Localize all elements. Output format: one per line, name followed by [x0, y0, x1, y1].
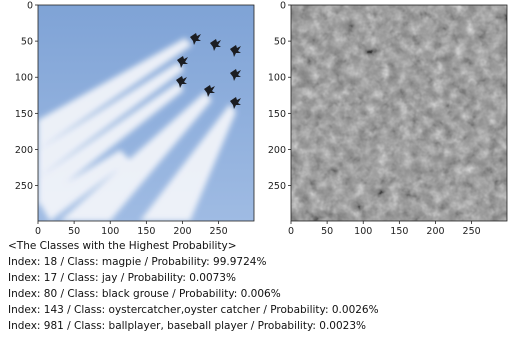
x-tick-label: 0 — [35, 226, 41, 237]
x-tick-label: 100 — [101, 226, 119, 237]
y-tick-label: 0 — [27, 1, 33, 12]
results-heading: <The Classes with the Highest Probabilit… — [8, 240, 237, 252]
y-tick-label: 200 — [268, 145, 286, 156]
x-tick-label: 200 — [173, 226, 191, 237]
y-tick-label: 250 — [268, 181, 286, 192]
y-tick-label: 0 — [280, 1, 286, 12]
y-tick-label: 50 — [274, 37, 286, 48]
result-line: Index: 18 / Class: magpie / Probability:… — [8, 256, 266, 268]
x-tick-label: 50 — [68, 226, 80, 237]
figure: 0 50 100 150 200 250 0 50 100 150 200 250 0 50 100 150 2… — [0, 0, 511, 343]
x-tick-label: 0 — [288, 226, 294, 237]
y-tick-label: 50 — [21, 37, 33, 48]
y-tick-label: 100 — [268, 73, 286, 84]
result-line: Index: 981 / Class: ballplayer, baseball… — [8, 320, 366, 332]
x-tick-label: 50 — [321, 226, 333, 237]
x-tick-label: 150 — [390, 226, 408, 237]
y-tick-label: 250 — [15, 181, 33, 192]
result-line: Index: 80 / Class: black grouse / Probab… — [8, 288, 281, 300]
y-tick-label: 200 — [15, 145, 33, 156]
input-image — [38, 5, 254, 221]
gradient-image — [291, 5, 507, 221]
x-tick-label: 250 — [210, 226, 228, 237]
x-tick-label: 250 — [463, 226, 481, 237]
y-tick-label: 100 — [15, 73, 33, 84]
x-tick-label: 150 — [137, 226, 155, 237]
result-line: Index: 17 / Class: jay / Probability: 0.… — [8, 272, 236, 284]
y-tick-label: 150 — [268, 109, 286, 120]
x-tick-label: 200 — [426, 226, 444, 237]
y-tick-label: 150 — [15, 109, 33, 120]
x-tick-label: 100 — [354, 226, 372, 237]
result-line: Index: 143 / Class: oystercatcher,oyster… — [8, 304, 379, 316]
